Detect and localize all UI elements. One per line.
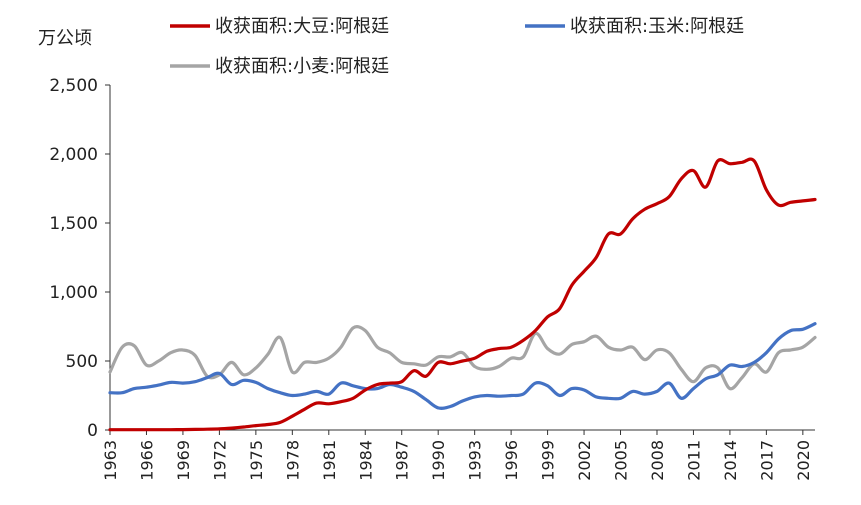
x-tick-label: 1969 xyxy=(174,440,193,481)
x-tick-label: 2011 xyxy=(684,440,703,481)
x-tick-label: 1996 xyxy=(502,440,521,481)
series-line-1 xyxy=(108,322,817,410)
x-tick-label: 2014 xyxy=(721,440,740,481)
y-tick-label: 1,000 xyxy=(49,283,98,303)
x-tick-label: 1984 xyxy=(356,440,375,481)
x-tick-label: 1972 xyxy=(210,440,229,481)
x-axis: 1963 1966 1969 1972 1975 1978 1981 1984 1987 1990… xyxy=(101,429,815,481)
legend-label: 收获面积:大豆:阿根廷 xyxy=(215,16,389,37)
y-unit-label: 万公顷 xyxy=(38,28,92,49)
series-layer xyxy=(108,157,817,432)
y-tick-label: 2,000 xyxy=(49,145,98,165)
y-tick-label: 500 xyxy=(66,352,98,372)
x-tick-label: 1987 xyxy=(393,440,412,481)
y-tick-label: 1,500 xyxy=(49,214,98,234)
x-tick-label: 2005 xyxy=(612,440,631,481)
x-tick-label: 2020 xyxy=(794,440,813,481)
series-line-2 xyxy=(108,325,817,391)
x-tick-label: 1978 xyxy=(283,440,302,481)
y-axis: 0 500 1,000 1,500 2,000 2,500 xyxy=(49,76,111,441)
x-tick-label: 1990 xyxy=(429,440,448,481)
legend-label: 收获面积:玉米:阿根廷 xyxy=(570,16,744,37)
legend-label: 收获面积:小麦:阿根廷 xyxy=(215,56,389,77)
series-line-0 xyxy=(108,157,817,432)
x-tick-label: 2002 xyxy=(575,440,594,481)
x-tick-label: 1993 xyxy=(466,440,485,481)
x-tick-label: 2017 xyxy=(757,440,776,481)
x-tick-label: 1966 xyxy=(137,440,156,481)
unit-label-group: 万公顷 xyxy=(38,28,92,49)
x-tick-label: 1999 xyxy=(539,440,558,481)
y-tick-label: 0 xyxy=(87,421,98,441)
x-tick-label: 1981 xyxy=(320,440,339,481)
y-tick-label: 2,500 xyxy=(49,76,98,96)
x-tick-label: 2008 xyxy=(648,440,667,481)
x-tick-label: 1975 xyxy=(247,440,266,481)
x-tick-label: 1963 xyxy=(101,440,120,481)
